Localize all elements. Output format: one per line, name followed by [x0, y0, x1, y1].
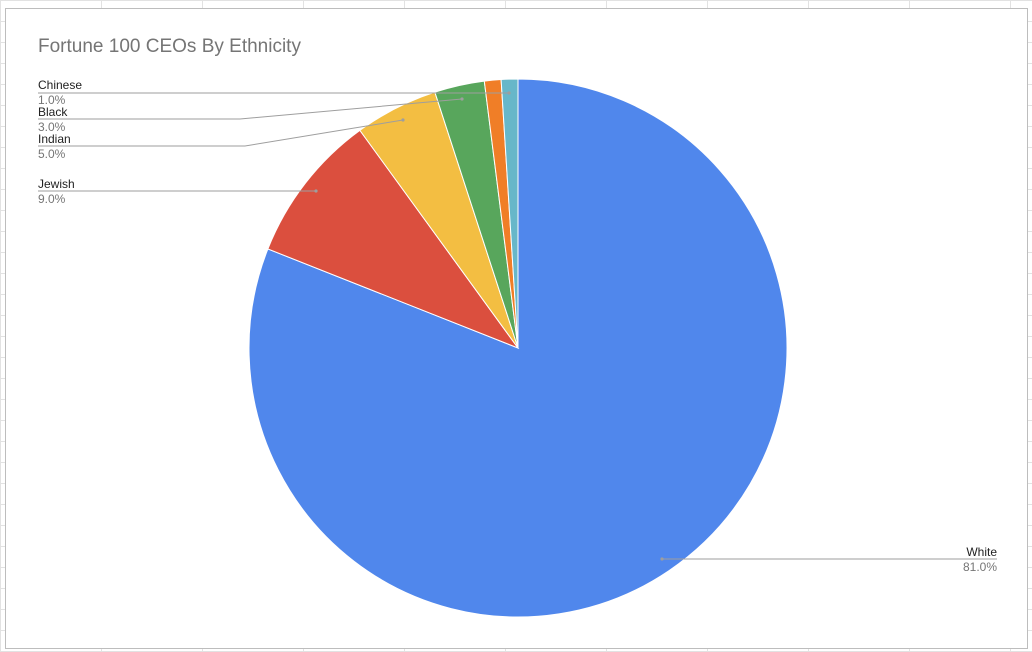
leader-line-black	[38, 98, 463, 120]
leader-line-indian	[38, 119, 404, 147]
leader-dot-indian	[401, 118, 405, 122]
pie-slices	[248, 78, 788, 618]
pie-slice-jewish[interactable]	[267, 129, 520, 350]
pie-labels: White 81.0% Jewish 9.0% Indian 5.0% Blac…	[38, 78, 997, 574]
leader-dot-white	[660, 557, 664, 561]
slice-value-indian: 5.0%	[38, 147, 66, 161]
leader-dot-chinese	[507, 91, 511, 95]
slice-value-black: 3.0%	[38, 120, 66, 134]
chart-title: Fortune 100 CEOs By Ethnicity	[38, 36, 301, 57]
slice-label-chinese: Chinese	[38, 78, 82, 92]
slice-value-jewish: 9.0%	[38, 192, 66, 206]
leader-dot-black	[460, 97, 464, 101]
slice-label-indian: Indian	[38, 132, 71, 146]
slice-label-white: White	[966, 545, 997, 559]
leader-dot-jewish	[314, 189, 318, 193]
slice-value-white: 81.0%	[963, 560, 997, 574]
slice-label-jewish: Jewish	[38, 177, 75, 191]
slice-label-black: Black	[38, 105, 68, 119]
slice-value-chinese: 1.0%	[38, 93, 66, 107]
pie-slice-other[interactable]	[500, 78, 519, 349]
